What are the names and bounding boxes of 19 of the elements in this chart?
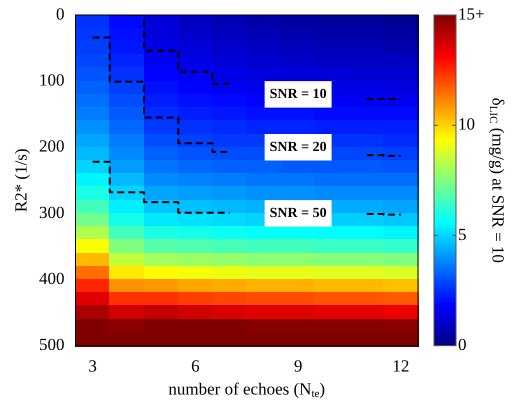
x-tick-label: 3 (88, 356, 97, 376)
color-bar-title: δLIC (mg/g) at SNR = 10 (486, 98, 508, 263)
y-tick-label: 300 (39, 202, 64, 222)
color-bar-label: 5 (458, 224, 466, 244)
text: SNR = 50 (270, 206, 327, 221)
y-tick-label: 0 (56, 4, 64, 24)
y-tick-label: 200 (39, 136, 64, 156)
text: SNR = 20 (270, 140, 327, 155)
x-tick-label: 12 (392, 356, 410, 376)
y-axis-title: R2* (1/s) (11, 148, 30, 212)
color-bar-label: 15+ (458, 4, 485, 24)
y-tick-label: 100 (39, 70, 64, 90)
x-tick-label: 6 (191, 356, 200, 376)
color-bar-label: 0 (458, 335, 466, 354)
text: SNR = 10 (270, 86, 327, 102)
y-tick-label: 500 (39, 335, 64, 354)
x-tick-label: 9 (294, 356, 302, 376)
y-tick-label: 400 (39, 268, 64, 288)
color-bar-label: 10 (458, 114, 475, 134)
